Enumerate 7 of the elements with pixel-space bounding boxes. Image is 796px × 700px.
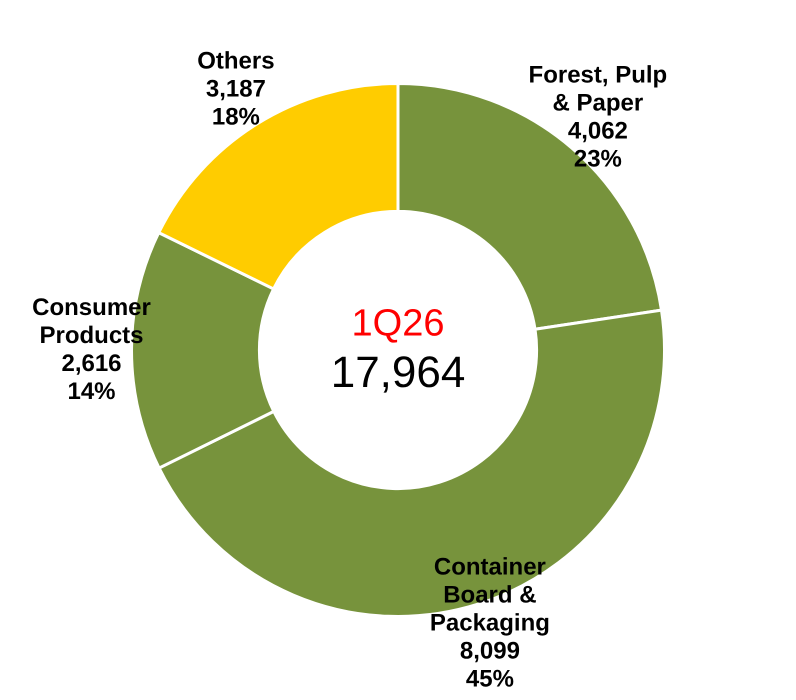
text: 17,964 xyxy=(330,348,466,398)
slice-label: Forest, Pulp & Paper xyxy=(528,61,668,116)
data-label: 2,616 14% xyxy=(61,350,122,406)
data-label: 3,187 18% xyxy=(206,76,266,131)
data-label: 8,099 45% xyxy=(460,638,520,693)
text: 1Q26 xyxy=(352,302,444,344)
slice-label: Others xyxy=(197,48,275,75)
